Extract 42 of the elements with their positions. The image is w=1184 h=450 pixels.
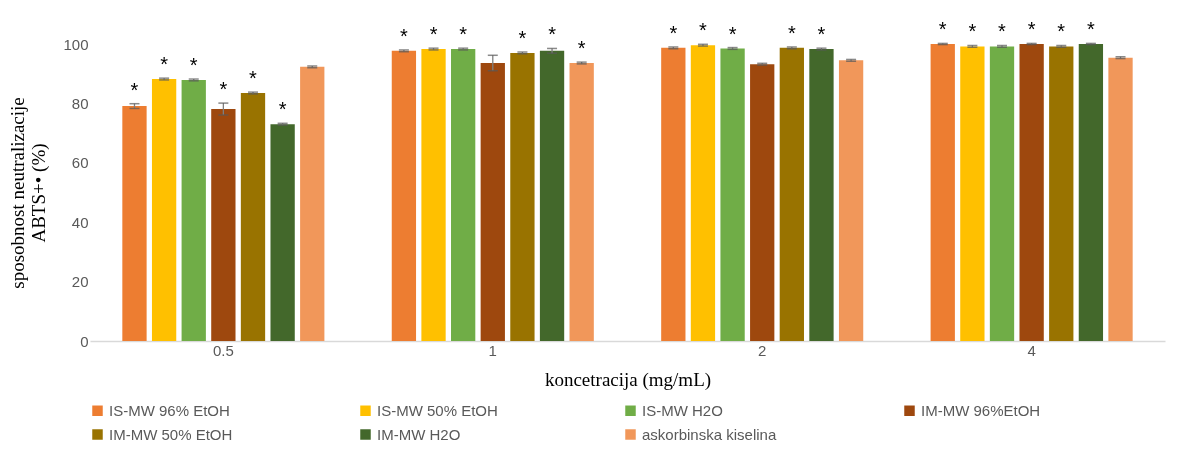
data-label: * — [429, 23, 438, 46]
data-label: * — [400, 24, 408, 47]
data-label: * — [459, 23, 468, 46]
legend-label: IM-MW 96%EtOH — [921, 401, 1041, 419]
data-label: * — [728, 22, 737, 45]
data-label: * — [968, 20, 977, 43]
y-tick-label: 0 — [80, 332, 89, 350]
data-label: * — [548, 23, 557, 46]
data-label: * — [787, 21, 796, 44]
legend-label: askorbinska kiselina — [642, 425, 777, 443]
data-label: * — [130, 78, 139, 101]
data-label: * — [189, 54, 198, 77]
legend-label: IM-MW 50% EtOH — [109, 425, 233, 443]
x-tick-label: 2 — [758, 341, 767, 359]
data-label: * — [577, 37, 586, 60]
data-label: * — [219, 78, 228, 101]
legend-label: IM-MW H2O — [377, 425, 461, 443]
data-label: * — [1027, 18, 1036, 41]
data-label: * — [160, 53, 169, 76]
x-tick-label: 4 — [1027, 341, 1036, 359]
x-axis-title: koncetracija (mg/mL) — [544, 368, 712, 391]
legend-label: IS-MW 50% EtOH — [377, 401, 498, 419]
data-label: * — [518, 27, 527, 50]
legend-label: IS-MW 96% EtOH — [109, 401, 230, 419]
data-label: * — [249, 67, 258, 90]
data-label: * — [817, 23, 826, 46]
y-tick-label: 40 — [71, 213, 89, 231]
x-tick-label: 1 — [488, 341, 497, 359]
data-label: * — [669, 21, 678, 44]
data-label: * — [699, 19, 708, 42]
y-tick-label: 20 — [71, 273, 89, 291]
y-tick-label: 100 — [63, 35, 89, 53]
y-axis-title: sposobnost neutralizacije ABTS+• (%) — [7, 97, 51, 289]
y-tick-label: 60 — [71, 154, 89, 172]
legend-label: IS-MW H2O — [642, 401, 723, 419]
data-label: * — [1057, 20, 1066, 43]
data-label: * — [938, 18, 947, 41]
data-label: * — [998, 20, 1007, 43]
data-label: * — [1086, 18, 1095, 41]
x-tick-label: 0.5 — [212, 341, 234, 359]
y-tick-label: 80 — [71, 94, 89, 112]
data-label: * — [278, 98, 287, 121]
